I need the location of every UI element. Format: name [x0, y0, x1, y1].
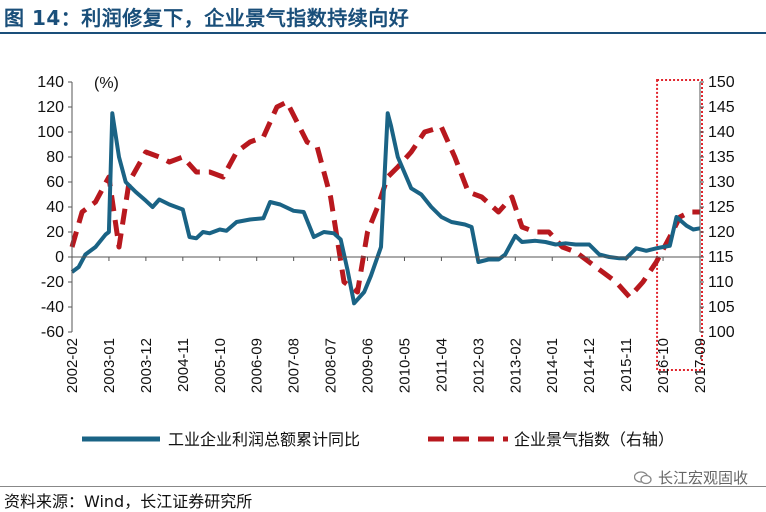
x-tick-label: 2009-06 — [360, 338, 377, 393]
right-tick-label: 115 — [708, 249, 734, 266]
watermark-text: 长江宏观固收 — [657, 469, 748, 487]
x-tick-label: 2016-10 — [655, 338, 672, 393]
chart: 140 120 100 80 60 40 20 0 -20 -40 -60 150 145 140 135 1… — [37, 74, 735, 449]
right-tick-label: 145 — [708, 99, 735, 116]
left-tick-label: 140 — [37, 74, 64, 91]
left-tick-label: 0 — [55, 249, 64, 266]
highlight-box — [656, 79, 704, 371]
left-tick-label: 40 — [46, 199, 64, 216]
figure-title: 图 14：利润修复下，企业景气指数持续向好 — [4, 6, 410, 30]
left-tick-label: 120 — [37, 99, 64, 116]
x-tick-label: 2005-10 — [212, 338, 229, 393]
x-tick-label: 2012-03 — [470, 338, 487, 393]
x-tick-label: 2006-09 — [249, 338, 266, 393]
right-tick-label: 150 — [708, 74, 735, 91]
x-tick-label: 2011-04 — [433, 338, 450, 392]
x-tick-label: 2013-02 — [507, 338, 524, 393]
x-tick-label: 2008-07 — [323, 338, 340, 393]
x-tick-label: 2010-05 — [396, 338, 413, 393]
left-tick-label: -20 — [41, 274, 64, 291]
footer-divider — [0, 486, 766, 487]
right-tick-label: 140 — [708, 124, 735, 141]
x-tick-label: 2007-08 — [286, 338, 303, 393]
x-tick-label: 2003-01 — [101, 338, 118, 393]
right-tick-label: 130 — [708, 174, 735, 191]
left-tick-label: 80 — [46, 149, 64, 166]
unit-label: (%) — [94, 75, 119, 92]
source-note: 资料来源：Wind，长江证券研究所 — [4, 492, 253, 511]
title-divider — [0, 32, 766, 34]
right-tick-label: 135 — [708, 149, 735, 166]
x-tick-label: 2017-09 — [692, 338, 709, 393]
legend-label-profit: 工业企业利润总额累计同比 — [168, 430, 360, 449]
right-tick-label: 120 — [708, 224, 735, 241]
watermark: 长江宏观固收 — [633, 467, 748, 488]
series-line-profit — [70, 111, 701, 306]
wechat-icon — [633, 470, 652, 484]
right-tick-label: 105 — [708, 299, 735, 316]
x-tick-label: 2014-12 — [581, 338, 598, 393]
left-tick-label: -60 — [41, 324, 64, 341]
x-tick-label: 2015-11 — [618, 338, 635, 392]
left-tick-label: 100 — [37, 124, 64, 141]
left-tick-label: 20 — [46, 224, 64, 241]
x-tick-label: 2003-12 — [138, 338, 155, 393]
legend-label-sentiment: 企业景气指数（右轴） — [514, 430, 674, 449]
x-tick-label: 2014-01 — [544, 338, 561, 393]
right-tick-label: 100 — [708, 324, 735, 341]
right-tick-label: 110 — [708, 274, 734, 291]
x-tick-label: 2004-11 — [175, 338, 192, 392]
series-line-sentiment — [69, 99, 700, 300]
left-tick-label: -40 — [41, 299, 64, 316]
x-tick-label: 2002-02 — [64, 338, 81, 393]
right-tick-label: 125 — [708, 199, 735, 216]
left-tick-label: 60 — [46, 174, 64, 191]
